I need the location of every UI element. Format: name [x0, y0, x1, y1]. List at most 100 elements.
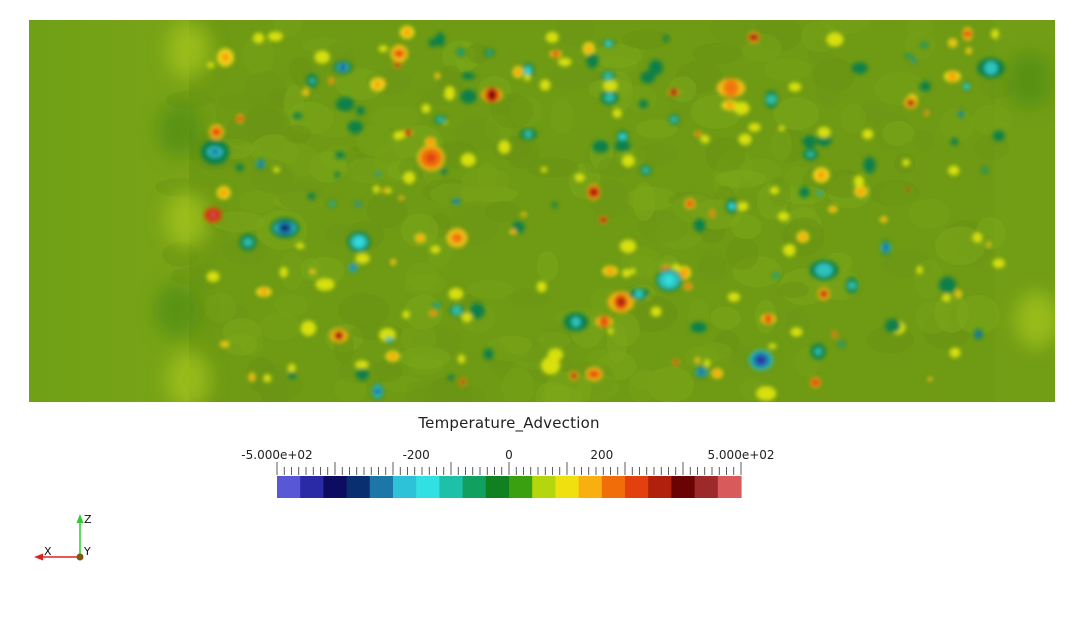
porous-cell: [635, 119, 678, 139]
porous-cell: [587, 349, 611, 367]
advection-blob: [663, 35, 669, 42]
advection-blob: [524, 130, 533, 139]
advection-blob: [287, 363, 296, 374]
advection-blob: [603, 72, 614, 80]
advection-blob: [280, 225, 290, 231]
advection-blob: [606, 41, 611, 46]
porous-cell: [356, 124, 394, 157]
advection-blob: [334, 171, 340, 179]
porous-cell: [400, 213, 439, 248]
advection-blob: [727, 292, 741, 302]
porous-cell: [224, 333, 258, 356]
advection-blob: [690, 321, 707, 333]
porous-cell: [155, 178, 204, 197]
advection-blob: [426, 137, 436, 147]
colorbar-swatch: [717, 476, 742, 498]
advection-blob: [993, 130, 1005, 142]
colorbar-swatch: [625, 476, 649, 498]
porous-cell: [259, 312, 301, 341]
porous-cell: [226, 119, 252, 146]
colorbar-swatches: [277, 476, 742, 498]
advection-blob: [222, 342, 227, 346]
porous-cell: [672, 193, 716, 223]
porous-cell: [283, 125, 312, 144]
advection-blob: [733, 101, 750, 115]
porous-cell: [162, 242, 200, 267]
porous-cell: [773, 97, 820, 131]
advection-blob: [815, 263, 833, 277]
advection-blob: [756, 355, 766, 365]
colorbar-swatch: [439, 476, 464, 498]
porous-cell: [420, 382, 469, 402]
advection-blob: [210, 212, 216, 218]
porous-cell: [465, 387, 487, 402]
porous-cell: [400, 325, 437, 353]
advection-blob: [769, 186, 780, 195]
advection-blob: [851, 62, 868, 74]
y-axis-label: Y: [83, 545, 91, 558]
advection-blob: [620, 135, 625, 139]
advection-blob: [498, 140, 511, 154]
advection-blob: [680, 267, 689, 278]
porous-cell: [768, 176, 791, 207]
advection-blob: [695, 358, 700, 363]
advection-blob: [447, 374, 455, 381]
colorbar-swatch: [277, 476, 301, 498]
porous-cell: [869, 179, 920, 207]
advection-blob: [315, 278, 335, 291]
colorbar-label: 5.000e+02: [707, 448, 774, 462]
advection-blob: [335, 97, 355, 112]
colorbar-ticks: [276, 462, 742, 475]
colorbar-swatch: [532, 476, 556, 498]
advection-blob: [487, 50, 492, 55]
porous-cell: [486, 335, 529, 361]
porous-cell: [484, 200, 521, 223]
advection-blob: [572, 374, 576, 377]
advection-blob: [942, 294, 951, 302]
porous-cell: [204, 292, 237, 324]
porous-cell: [242, 34, 275, 75]
advection-blob: [402, 310, 410, 319]
advection-blob: [253, 32, 265, 44]
porous-cell: [801, 20, 839, 53]
porous-cell: [692, 43, 743, 65]
advection-blob: [461, 312, 473, 323]
advection-blob: [468, 73, 476, 80]
temperature-advection-field: [29, 20, 1055, 402]
colorbar-swatch: [485, 476, 510, 498]
porous-cell: [609, 312, 640, 347]
advection-blob: [336, 333, 342, 339]
porous-cell: [908, 198, 951, 229]
advection-blob: [395, 51, 403, 57]
porous-cell: [252, 109, 291, 133]
advection-blob: [919, 81, 931, 92]
advection-blob: [300, 320, 317, 337]
advection-blob: [591, 370, 597, 378]
soft-lobe: [167, 22, 211, 78]
porous-cell: [505, 135, 540, 170]
advection-blob: [329, 79, 333, 83]
advection-blob: [883, 245, 889, 250]
advection-blob: [374, 80, 381, 89]
advection-blob: [669, 116, 679, 123]
advection-blob: [881, 217, 886, 222]
y-axis-origin: [76, 553, 84, 561]
advection-blob: [421, 103, 431, 114]
advection-blob: [213, 129, 220, 135]
advection-blob: [992, 258, 1005, 269]
porous-cell: [668, 76, 697, 103]
orientation-axes: Z X Y: [34, 513, 92, 561]
porous-cell: [710, 306, 741, 330]
advection-blob: [591, 190, 597, 194]
advection-blob: [634, 289, 644, 299]
porous-cell: [403, 294, 443, 330]
porous-cell: [777, 281, 810, 298]
advection-blob: [817, 170, 826, 180]
advection-blob: [773, 273, 779, 278]
advection-blob: [207, 61, 215, 69]
advection-blob: [460, 89, 477, 104]
advection-blob: [444, 86, 456, 101]
z-axis-label: Z: [84, 513, 92, 526]
advection-blob: [314, 50, 330, 64]
